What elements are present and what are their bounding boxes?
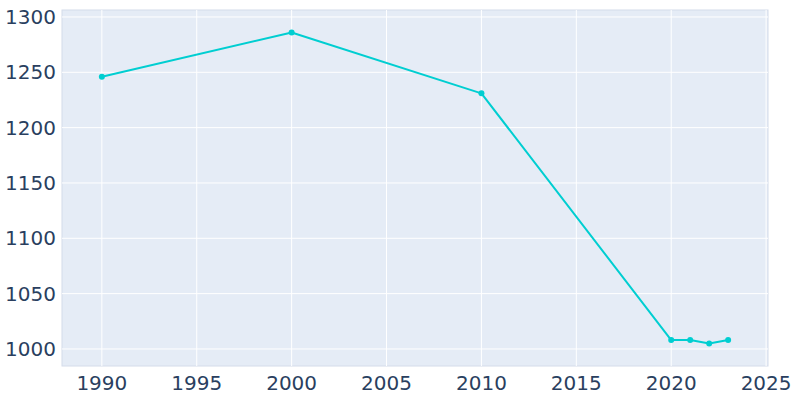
- data-point: [668, 337, 674, 343]
- y-grid-line: [62, 293, 768, 294]
- x-grid-line: [196, 10, 197, 366]
- y-grid-line: [62, 127, 768, 128]
- data-point: [725, 337, 731, 343]
- x-tick-label: 2025: [741, 371, 792, 395]
- x-tick-label: 1995: [171, 371, 222, 395]
- x-tick-label: 2005: [361, 371, 412, 395]
- y-tick-label: 1250: [5, 60, 56, 84]
- x-grid-line: [481, 10, 482, 366]
- y-tick-label: 1050: [5, 282, 56, 306]
- x-tick-label: 1990: [76, 371, 127, 395]
- y-tick-label: 1150: [5, 171, 56, 195]
- x-grid-line: [766, 10, 767, 366]
- y-tick-label: 1300: [5, 5, 56, 29]
- series-line: [102, 32, 728, 343]
- x-tick-label: 2020: [646, 371, 697, 395]
- y-tick-label: 1200: [5, 116, 56, 140]
- chart-container: 1000 1050 1100 1150 1200 1250 1300 1990 1995 2000…: [0, 0, 800, 400]
- x-grid-line: [291, 10, 292, 366]
- x-tick-label: 2010: [456, 371, 507, 395]
- data-point: [687, 337, 693, 343]
- series-group: [99, 29, 731, 346]
- y-grid-line: [62, 16, 768, 17]
- y-tick-label: 1000: [5, 337, 56, 361]
- chart-svg: 1000 1050 1100 1150 1200 1250 1300 1990 1995 2000…: [0, 0, 800, 400]
- x-grid-line: [576, 10, 577, 366]
- data-point: [289, 29, 295, 35]
- x-tick-label: 2015: [551, 371, 602, 395]
- y-grid-line: [62, 238, 768, 239]
- x-grid-line: [671, 10, 672, 366]
- x-tick-label: 2000: [266, 371, 317, 395]
- data-point: [478, 90, 484, 96]
- data-point: [99, 74, 105, 80]
- plot-area: [62, 10, 768, 366]
- x-grid-line: [101, 10, 102, 366]
- y-grid-line: [62, 348, 768, 349]
- y-tick-label: 1100: [5, 226, 56, 250]
- y-grid-line: [62, 182, 768, 183]
- data-point: [706, 340, 712, 346]
